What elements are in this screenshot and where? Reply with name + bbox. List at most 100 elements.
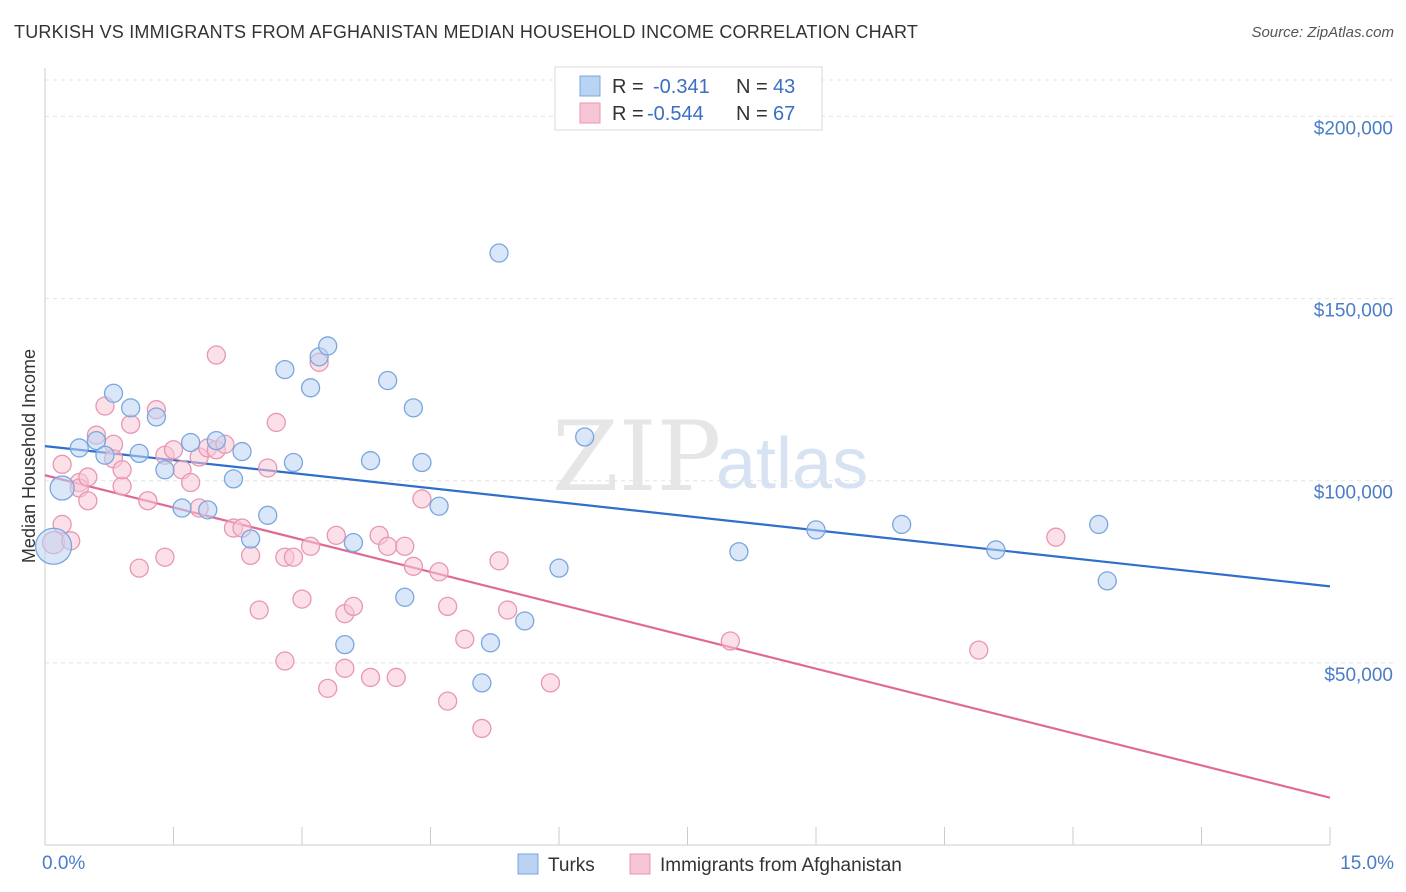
point-turks (258, 505, 278, 525)
point-turks (489, 243, 509, 263)
point-afghanistan (52, 454, 72, 474)
point-turks (95, 445, 115, 465)
watermark: ZIP atlas (552, 401, 868, 513)
point-afghanistan (206, 345, 226, 365)
point-turks (378, 370, 398, 391)
point-turks (240, 529, 261, 549)
point-afghanistan (969, 640, 989, 660)
point-afghanistan (78, 491, 98, 511)
point-turks (575, 427, 595, 447)
point-afghanistan (1046, 527, 1066, 547)
point-turks (103, 383, 124, 403)
legend-n-value-afghanistan: 67 (773, 103, 795, 125)
legend-swatch-afghanistan (579, 102, 601, 124)
point-turks (429, 496, 449, 516)
bottom-legend-swatch-afghanistan (629, 853, 651, 875)
series-legend: Turks Immigrants from Afghanistan (517, 853, 902, 876)
point-turks (223, 469, 244, 489)
point-turks (480, 633, 501, 653)
point-turks (155, 460, 175, 480)
point-afghanistan (275, 651, 295, 671)
point-turks (49, 475, 75, 501)
legend-n-value-turks: 43 (773, 76, 795, 98)
y-tick-label: $150,000 (1314, 301, 1393, 322)
legend-n-label-turks: N = (736, 76, 768, 98)
point-turks (146, 407, 167, 427)
bottom-legend-label-turks: Turks (548, 855, 595, 876)
point-afghanistan (292, 589, 312, 609)
point-afghanistan (163, 440, 184, 460)
point-afghanistan (455, 629, 475, 649)
point-afghanistan (112, 460, 132, 480)
point-turks (892, 514, 912, 535)
point-afghanistan (395, 536, 415, 556)
watermark-atlas: atlas (716, 424, 868, 504)
x-tick-label-max: 15.0% (1340, 853, 1394, 874)
point-afghanistan (497, 600, 518, 620)
point-turks (300, 378, 321, 398)
point-afghanistan (240, 545, 261, 566)
point-afghanistan (403, 556, 424, 576)
point-turks (729, 542, 749, 562)
legend-swatch-turks (579, 75, 601, 97)
legend-n-label-afghanistan: N = (736, 103, 768, 125)
legend-r-label-turks: R = (612, 76, 644, 98)
correlation-legend: R = -0.341 N = 43 R = -0.544 N = 67 (554, 66, 823, 131)
point-turks (34, 527, 73, 565)
point-turks (69, 438, 89, 458)
point-afghanistan (343, 596, 364, 617)
point-turks (275, 359, 295, 380)
point-afghanistan (138, 491, 158, 511)
point-afghanistan (335, 658, 355, 678)
point-turks (549, 558, 569, 578)
point-afghanistan (283, 547, 304, 567)
point-afghanistan (326, 525, 346, 546)
point-turks (472, 673, 492, 693)
point-afghanistan (437, 691, 458, 711)
point-afghanistan (266, 412, 286, 433)
point-turks (180, 432, 201, 453)
point-turks (343, 532, 364, 553)
point-afghanistan (720, 631, 740, 651)
point-turks (86, 430, 107, 451)
point-afghanistan (378, 536, 398, 556)
point-turks (395, 587, 415, 607)
point-afghanistan (121, 414, 141, 434)
point-afghanistan (437, 596, 458, 617)
point-turks (360, 451, 381, 471)
legend-r-value-turks: -0.341 (653, 76, 710, 98)
data-points (34, 243, 1117, 739)
point-turks (121, 398, 141, 418)
bottom-legend-swatch-turks (517, 853, 539, 875)
point-afghanistan (249, 600, 269, 620)
point-turks (283, 452, 304, 473)
point-afghanistan (429, 562, 449, 582)
point-afghanistan (180, 472, 201, 493)
point-afghanistan (112, 476, 132, 496)
point-turks (986, 540, 1006, 560)
point-afghanistan (386, 667, 406, 688)
point-turks (806, 520, 826, 540)
y-tick-label: $100,000 (1314, 483, 1393, 504)
point-afghanistan (540, 673, 561, 693)
point-turks (318, 336, 338, 356)
point-turks (335, 634, 355, 655)
point-turks (412, 452, 432, 473)
legend-r-label-afghanistan: R = (612, 103, 644, 125)
point-turks (129, 443, 149, 464)
point-afghanistan (472, 718, 492, 739)
point-turks (232, 441, 252, 462)
point-afghanistan (258, 458, 278, 478)
point-afghanistan (360, 667, 381, 688)
grid (45, 79, 1395, 664)
point-afghanistan (300, 536, 321, 556)
watermark-zip: ZIP (552, 401, 721, 513)
bottom-legend-label-afghanistan: Immigrants from Afghanistan (660, 855, 902, 876)
point-afghanistan (318, 678, 338, 699)
point-afghanistan (412, 489, 432, 509)
point-afghanistan (129, 558, 149, 578)
legend-r-value-afghanistan: -0.544 (647, 103, 704, 125)
trend-line-afghanistan (44, 474, 1331, 799)
source-label: Source: ZipAtlas.com (1251, 24, 1394, 41)
